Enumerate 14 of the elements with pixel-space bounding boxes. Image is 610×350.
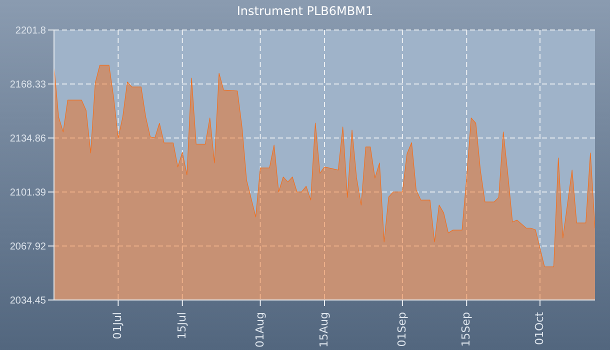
- y-tick-label: 2201.8: [15, 26, 46, 37]
- y-tick-label: 2034.45: [10, 296, 46, 307]
- x-tick-label: 15Aug: [318, 312, 331, 348]
- y-tick-label: 2168.33: [10, 80, 46, 91]
- chart-title: Instrument PLB6MBM1: [236, 4, 374, 18]
- y-tick-label: 2101.39: [10, 188, 46, 199]
- x-tick-label: 01Aug: [253, 312, 266, 348]
- x-tick-label: 01Sep: [395, 312, 408, 347]
- x-tick-label: 15Sep: [460, 312, 473, 347]
- y-tick-label: 2067.92: [10, 242, 46, 253]
- x-tick-label: 15Jul: [175, 312, 188, 340]
- x-tick-label: 01Jul: [111, 312, 124, 340]
- x-tick-label: 01Oct: [532, 311, 546, 346]
- y-tick-label: 2134.86: [10, 134, 46, 145]
